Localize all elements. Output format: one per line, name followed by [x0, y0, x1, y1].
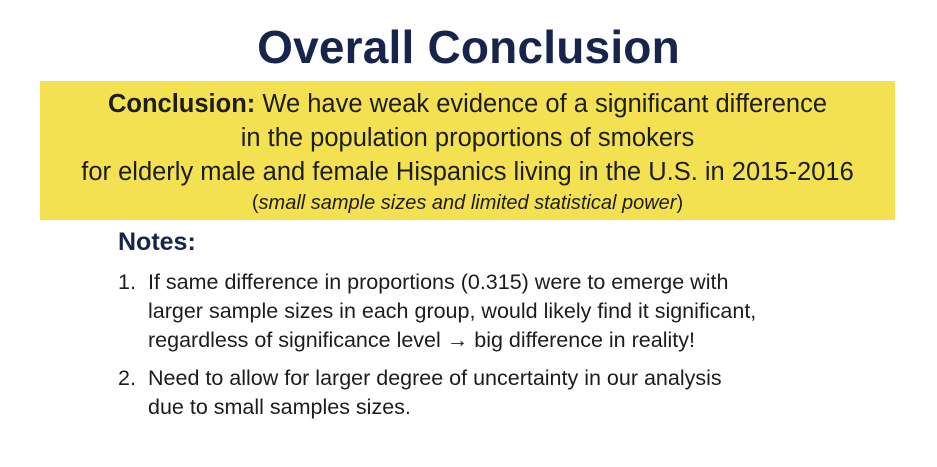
note-2-line-2: due to small samples sizes. [148, 395, 411, 419]
conclusion-line-3: for elderly male and female Hispanics li… [81, 158, 854, 186]
caveat-text: small sample sizes and limited statistic… [258, 192, 677, 214]
note-1-line-3: regardless of significance level → big d… [148, 328, 695, 352]
note-item-2: 2. Need to allow for larger degree of un… [118, 364, 838, 422]
note-1-line-2: larger sample sizes in each group, would… [148, 299, 757, 323]
caveat-close-paren: ) [676, 192, 684, 214]
caveat-open-paren: ( [251, 192, 259, 214]
note-number-1: 1. [118, 270, 136, 294]
notes-list: 1. If same difference in proportions (0.… [118, 268, 838, 431]
note-number-2: 2. [118, 366, 136, 390]
note-2-line-1: Need to allow for larger degree of uncer… [148, 366, 722, 390]
notes-heading: Notes: [118, 228, 196, 256]
conclusion-highlight-box: Conclusion: We have weak evidence of a s… [40, 81, 895, 220]
conclusion-line-1: Conclusion: We have weak evidence of a s… [40, 87, 895, 121]
conclusion-line-2: in the population proportions of smokers [240, 124, 695, 152]
slide-title: Overall Conclusion [257, 21, 680, 73]
note-1-line-1: If same difference in proportions (0.315… [148, 270, 729, 294]
conclusion-caveat: (small sample sizes and limited statisti… [40, 190, 895, 216]
conclusion-label: Conclusion: [107, 90, 256, 118]
conclusion-text-1: We have weak evidence of a significant d… [262, 90, 828, 118]
note-item-1: 1. If same difference in proportions (0.… [118, 268, 838, 355]
